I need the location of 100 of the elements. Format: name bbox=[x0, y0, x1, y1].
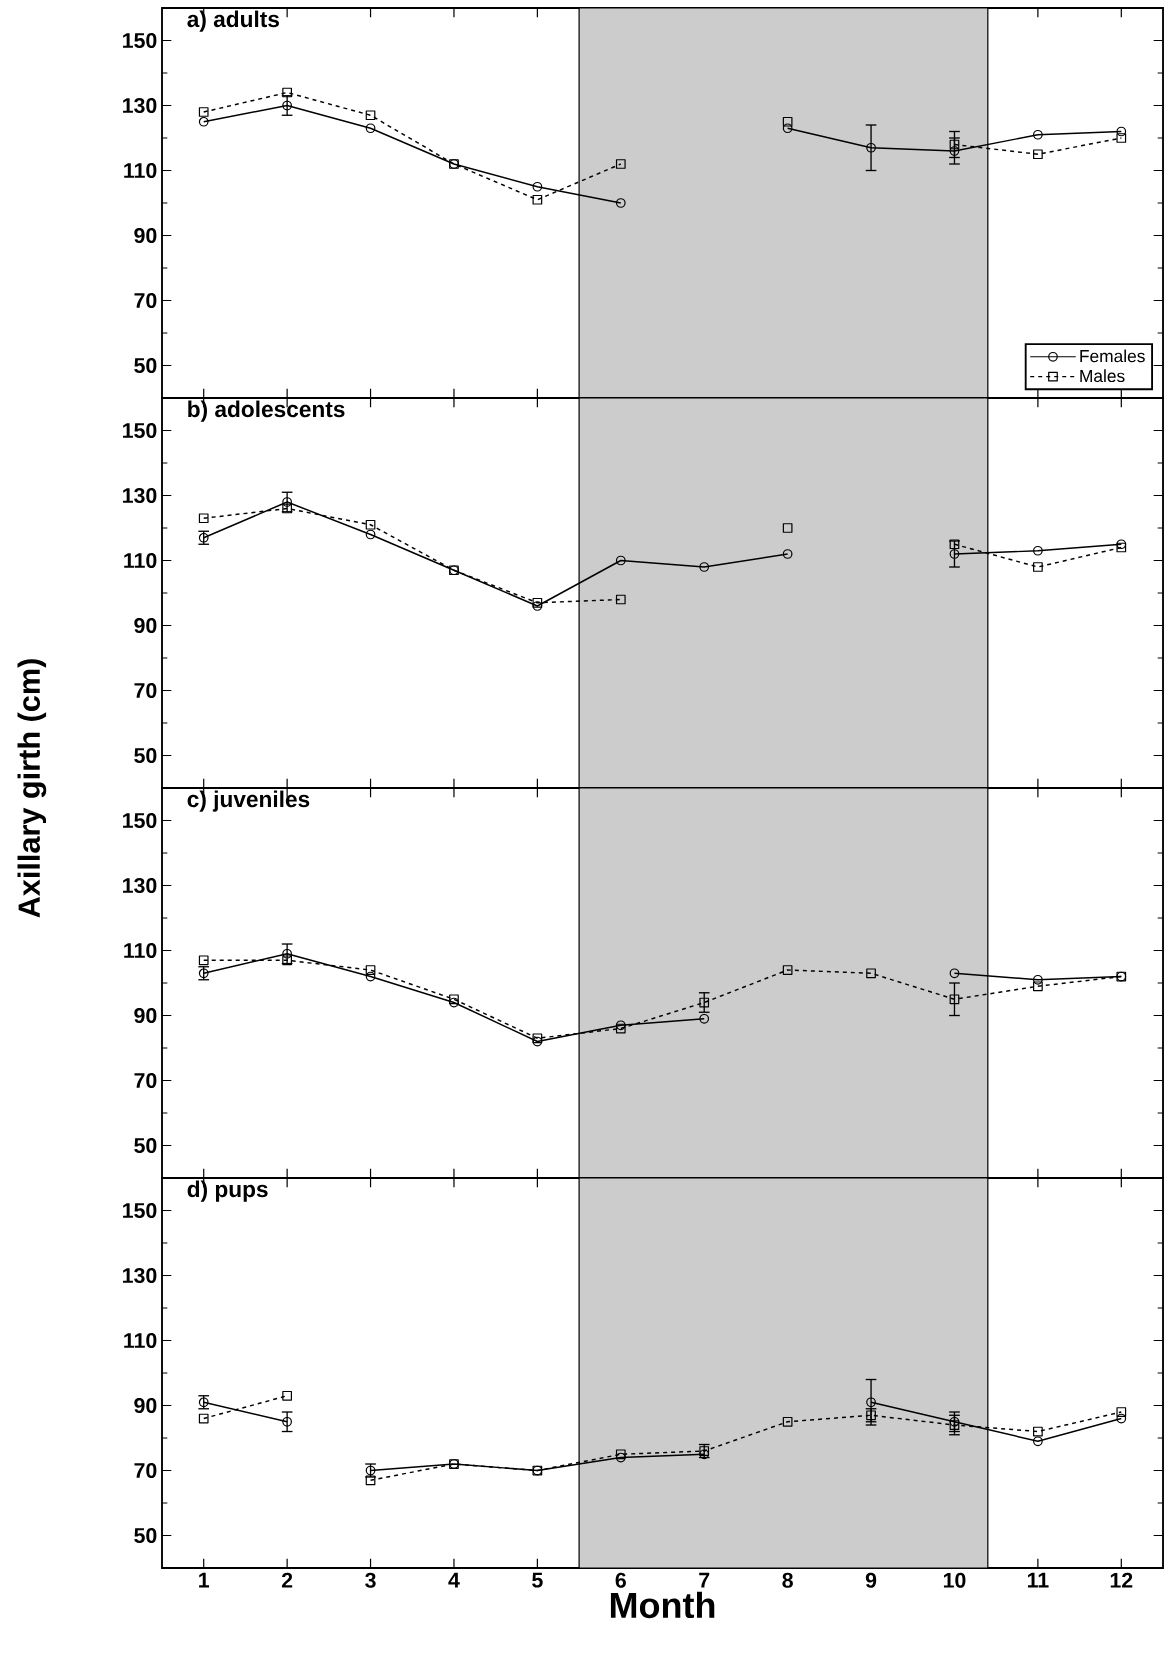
point bbox=[1033, 149, 1043, 160]
point bbox=[699, 1013, 710, 1024]
point bbox=[1033, 974, 1043, 985]
y-tick-label: 50 bbox=[134, 747, 157, 764]
x-tick-label: 7 bbox=[699, 1572, 710, 1588]
x-tick-label: 3 bbox=[365, 1572, 376, 1588]
y-tick-label: 110 bbox=[124, 552, 157, 569]
y-tick-label: 50 bbox=[134, 1527, 157, 1544]
y-tick-label: 150 bbox=[123, 422, 157, 439]
y-tick-label: 50 bbox=[134, 1137, 157, 1154]
point bbox=[782, 549, 793, 559]
point bbox=[532, 181, 543, 192]
x-tick-label: 4 bbox=[448, 1572, 460, 1588]
y-tick-label: 70 bbox=[134, 1462, 157, 1479]
legend-label: Females bbox=[1080, 349, 1145, 363]
point bbox=[699, 562, 710, 572]
point bbox=[1033, 981, 1043, 992]
x-tick-label: 6 bbox=[615, 1572, 626, 1588]
point bbox=[1033, 545, 1043, 556]
y-tick-label: 90 bbox=[134, 227, 157, 244]
point bbox=[1116, 1413, 1127, 1424]
x-tick-label: 2 bbox=[281, 1572, 293, 1588]
point bbox=[1116, 133, 1127, 143]
x-tick-label: 11 bbox=[1027, 1572, 1049, 1588]
point bbox=[198, 955, 209, 966]
x-tick-label: 8 bbox=[782, 1572, 793, 1588]
point bbox=[365, 971, 376, 982]
point bbox=[1033, 562, 1043, 572]
y-tick-label: 150 bbox=[123, 812, 157, 829]
point bbox=[198, 1413, 209, 1424]
point bbox=[282, 497, 292, 507]
y-tick-label: 110 bbox=[124, 942, 157, 959]
chart-title: b) adolescents bbox=[188, 400, 345, 422]
point bbox=[1116, 126, 1127, 137]
point bbox=[949, 139, 960, 150]
chart-title: d) pups bbox=[187, 1180, 268, 1202]
point bbox=[365, 110, 376, 121]
x-tick-label: 1 bbox=[199, 1572, 210, 1588]
y-tick-label: 50 bbox=[134, 357, 157, 374]
point bbox=[866, 142, 876, 153]
y-tick-label: 70 bbox=[134, 292, 157, 309]
y-tick-label: 70 bbox=[134, 1072, 157, 1089]
chart-title: a) adults bbox=[187, 10, 279, 32]
point bbox=[1033, 1436, 1043, 1447]
point bbox=[949, 968, 960, 979]
point bbox=[282, 87, 292, 98]
point bbox=[282, 1390, 292, 1401]
y-tick-label: 70 bbox=[134, 682, 157, 699]
point bbox=[198, 107, 209, 117]
x-axis-title: Month bbox=[610, 1591, 715, 1619]
x-tick-label: 10 bbox=[943, 1572, 966, 1588]
point bbox=[949, 146, 960, 156]
point bbox=[365, 965, 376, 975]
y-tick-label: 90 bbox=[134, 1397, 157, 1414]
point bbox=[532, 597, 543, 608]
y-tick-label: 90 bbox=[134, 1007, 157, 1024]
point bbox=[699, 997, 710, 1008]
point bbox=[282, 1416, 292, 1427]
y-tick-label: 130 bbox=[123, 97, 157, 114]
point bbox=[615, 198, 626, 208]
y-tick-label: 110 bbox=[124, 1332, 157, 1349]
point bbox=[282, 503, 292, 514]
point bbox=[198, 116, 209, 127]
point bbox=[782, 116, 793, 127]
y-tick-label: 130 bbox=[123, 877, 157, 894]
y-tick-label: 150 bbox=[123, 32, 157, 49]
x-tick-label: 9 bbox=[865, 1572, 877, 1588]
point bbox=[365, 1475, 376, 1486]
point bbox=[1116, 1407, 1127, 1417]
point bbox=[615, 555, 626, 566]
point bbox=[615, 594, 626, 605]
y-tick-label: 110 bbox=[124, 162, 157, 179]
point bbox=[782, 965, 793, 975]
y-tick-label: 150 bbox=[123, 1202, 157, 1219]
point bbox=[782, 123, 793, 134]
x-tick-label: 5 bbox=[532, 1572, 543, 1588]
point bbox=[1033, 1426, 1043, 1437]
y-tick-label: 130 bbox=[123, 1267, 157, 1284]
point bbox=[365, 529, 376, 540]
point bbox=[782, 523, 793, 533]
point bbox=[949, 549, 960, 559]
point bbox=[532, 194, 543, 205]
x-tick-label: 12 bbox=[1110, 1572, 1133, 1588]
y-axis-title: Axillary girth (cm) bbox=[17, 659, 47, 918]
point bbox=[866, 1397, 876, 1408]
legend-label: Males bbox=[1080, 369, 1125, 383]
point bbox=[198, 513, 209, 524]
point bbox=[615, 159, 626, 169]
point bbox=[282, 948, 292, 959]
y-tick-label: 90 bbox=[134, 617, 157, 634]
point bbox=[949, 539, 960, 550]
chart-title: c) juveniles bbox=[187, 790, 310, 812]
point bbox=[282, 955, 292, 966]
point bbox=[1033, 129, 1043, 140]
y-tick-label: 130 bbox=[123, 487, 157, 504]
point bbox=[782, 1416, 793, 1427]
point bbox=[365, 519, 376, 530]
point bbox=[365, 123, 376, 134]
point bbox=[866, 968, 876, 979]
point bbox=[282, 100, 292, 111]
